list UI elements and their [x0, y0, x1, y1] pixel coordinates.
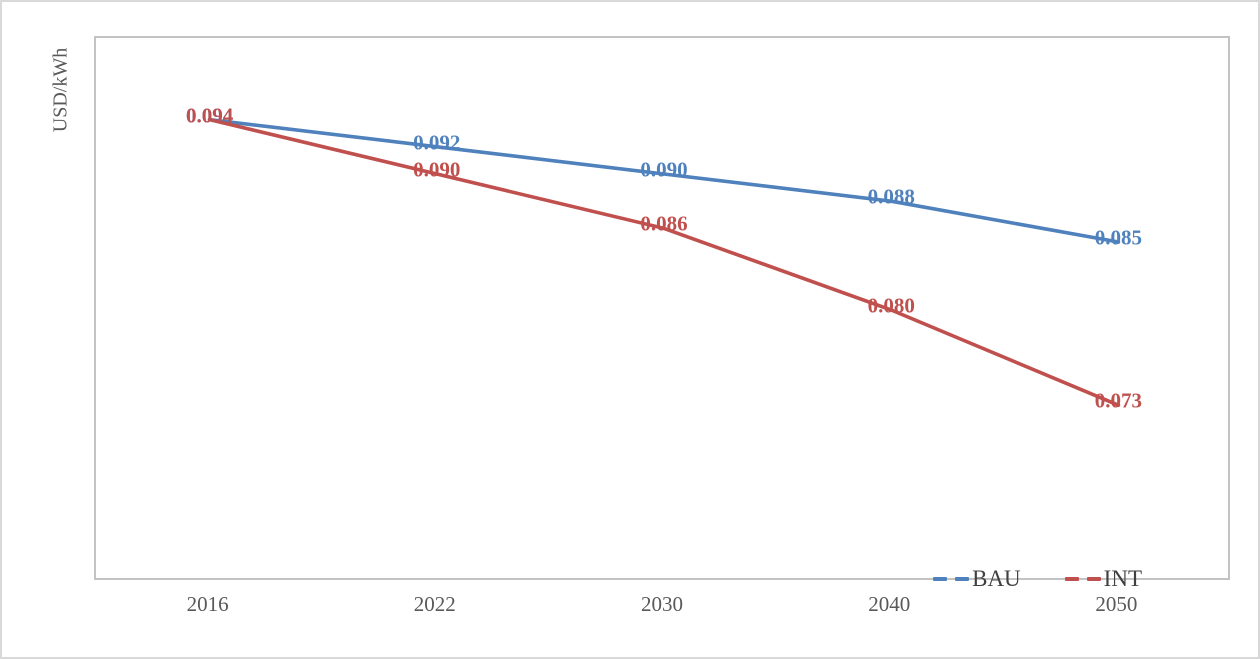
- legend-dash-marker-bau: [933, 576, 970, 581]
- data-label-int-2030: 0.086: [640, 211, 688, 236]
- legend: BAU INT: [933, 567, 1142, 590]
- data-label-bau-2030: 0.090: [640, 157, 688, 182]
- legend-item-int: INT: [1064, 566, 1142, 591]
- x-axis: 2016 2022 2030 2040 2050: [94, 592, 1230, 622]
- x-tick-label-2016: 2016: [186, 592, 229, 616]
- x-tick-label-2050: 2050: [1095, 592, 1138, 616]
- data-label-int-2040: 0.080: [867, 293, 915, 318]
- legend-dash: [1064, 576, 1079, 581]
- x-tick-label-2030: 2030: [641, 592, 683, 616]
- x-tick-label-2022: 2022: [413, 592, 456, 616]
- data-label-bau-2040: 0.088: [867, 184, 915, 209]
- legend-dash: [1086, 576, 1101, 581]
- data-label-int-2016: 0.094: [185, 103, 234, 128]
- data-label-bau-2022: 0.092: [413, 130, 461, 155]
- series-line-bau: [207, 117, 1121, 244]
- data-label-bau-2016: 0.094: [185, 103, 234, 128]
- legend-label-bau: BAU: [972, 566, 1021, 591]
- legend-item-bau: BAU: [933, 567, 1021, 590]
- x-tick-label-2040: 2040: [868, 592, 911, 616]
- series-line-int: [207, 117, 1121, 408]
- data-label-int-2022: 0.090: [413, 157, 461, 182]
- y-axis-title: USD/kWh: [49, 47, 72, 133]
- legend-label-int: INT: [1103, 566, 1142, 591]
- legend-dash: [955, 576, 970, 581]
- legend-dash-marker-int: [1064, 576, 1101, 581]
- plot-area: 0.094 0.092 0.090 0.088 0.085 0.094 0.090 0.086…: [94, 36, 1230, 590]
- legend-dash: [933, 576, 948, 581]
- series-lines: [207, 117, 1121, 408]
- data-label-int-2050: 0.073: [1094, 388, 1143, 413]
- data-label-bau-2050: 0.085: [1094, 225, 1143, 250]
